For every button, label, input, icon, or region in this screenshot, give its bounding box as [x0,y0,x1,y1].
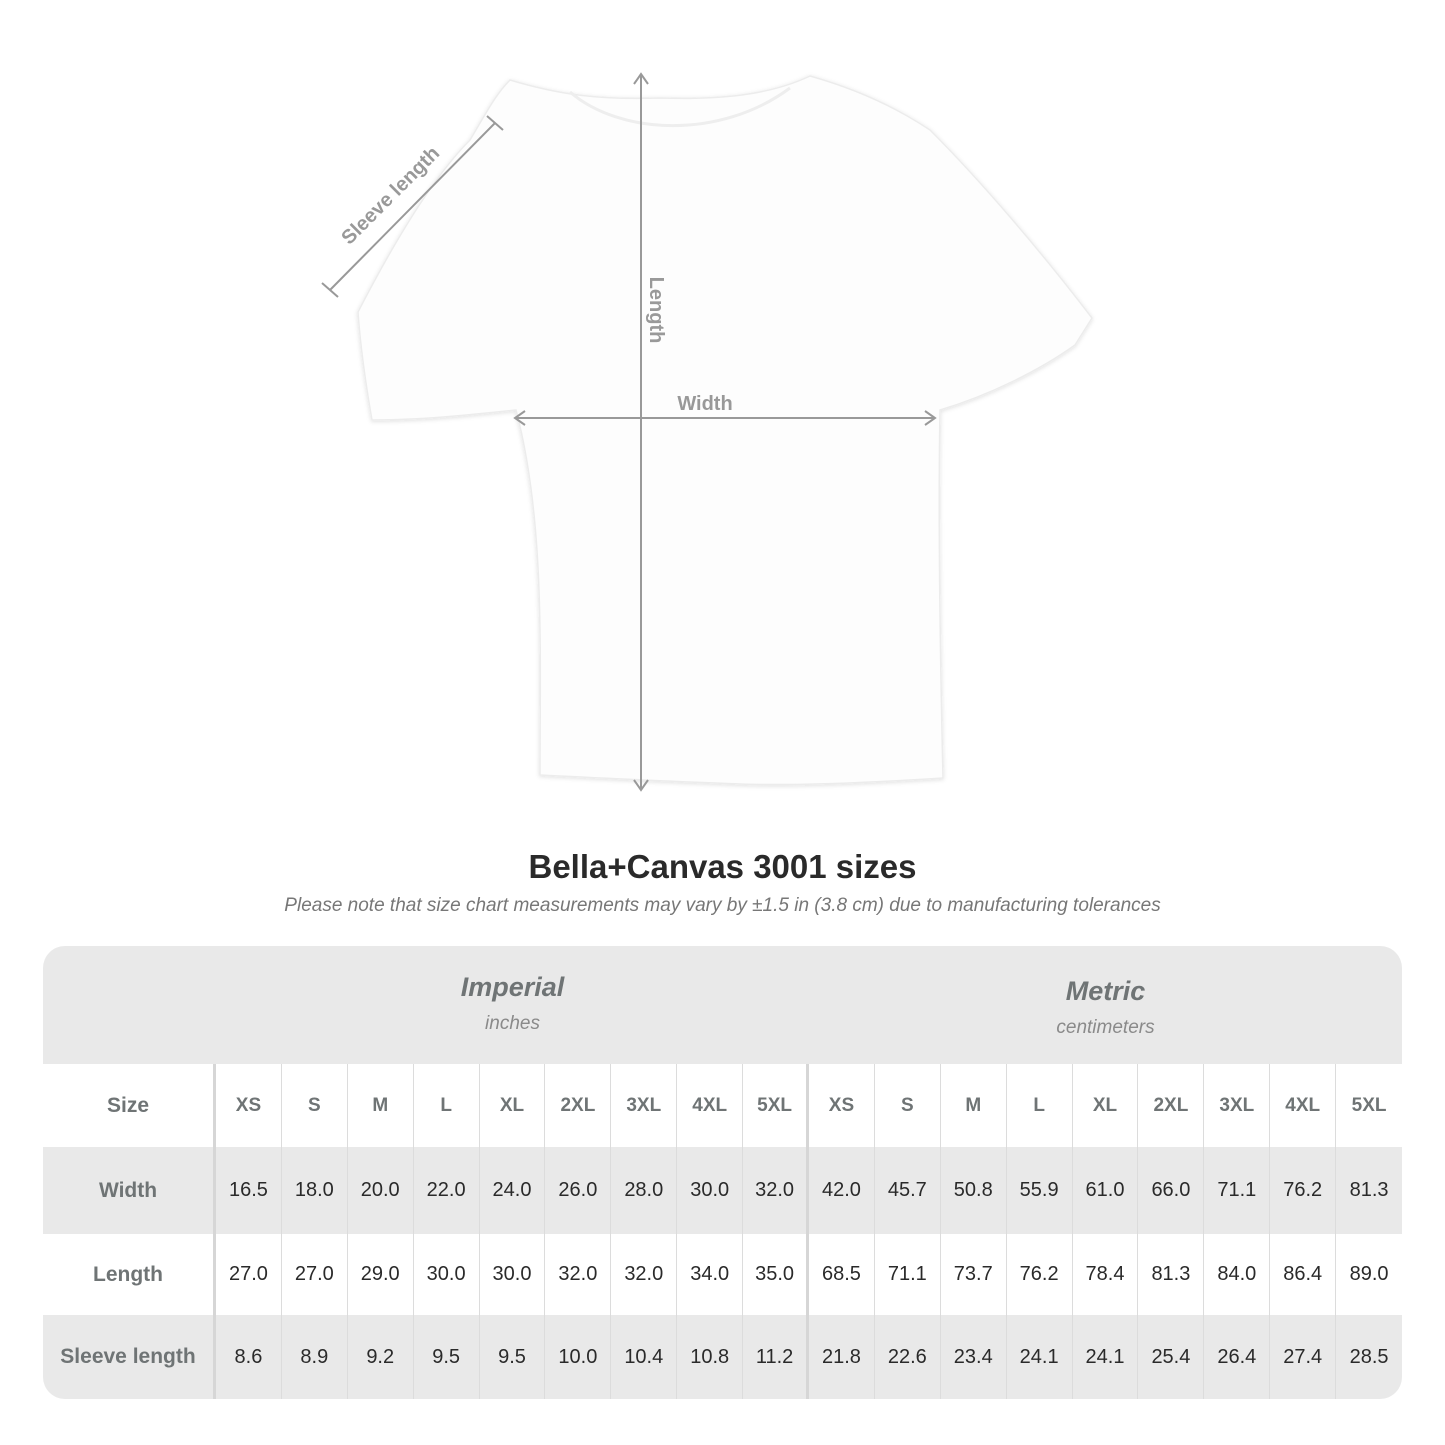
imperial-value-cell: 22.0 [414,1147,480,1234]
metric-value-cell: 61.0 [1073,1147,1139,1234]
tshirt-shape [357,75,1093,786]
row-label: Width [43,1147,216,1234]
imperial-unit: inches [485,1013,540,1034]
imperial-value-cell: 9.2 [348,1315,414,1399]
size-header-cell: L [414,1064,480,1147]
imperial-value-cell: 30.0 [480,1234,546,1315]
imperial-value-cell: 8.6 [216,1315,282,1399]
metric-value-cell: 50.8 [941,1147,1007,1234]
size-header-cell: 4XL [677,1064,744,1147]
row-label: Length [43,1234,216,1315]
size-table: Imperial inches Metric centimeters Size X… [43,946,1402,1399]
imperial-value-cell: 30.0 [677,1147,744,1234]
metric-value-cell: 86.4 [1270,1234,1337,1315]
metric-value-cell: 28.5 [1349,1345,1389,1368]
metric-unit: centimeters [1056,1017,1155,1038]
metric-value-cell: 22.6 [875,1315,941,1399]
imperial-value-cell: 32.0 [545,1234,612,1315]
metric-value-cell: 23.4 [941,1315,1007,1399]
measurement-lines [321,72,937,792]
width-label: Width [677,393,732,415]
size-header-cell: 4XL [1270,1064,1337,1147]
metric-value-cell: 89.0 [1349,1263,1389,1285]
table-row: Width 16.5 18.0 20.0 22.0 24.0 26.0 28.0 30.0 32.… [43,1147,1402,1234]
imperial-value-cell: 10.0 [545,1315,612,1399]
size-header-cell: 2XL [1138,1064,1205,1147]
imperial-value-cell: 32.0 [611,1234,678,1315]
imperial-value-cell: 26.0 [545,1147,612,1234]
row-label: Sleeve length [43,1315,216,1399]
metric-value-cell: 24.1 [1007,1315,1073,1399]
metric-value-cell: 25.4 [1138,1315,1205,1399]
metric-title: Metric [1065,976,1146,1006]
metric-value-cell: 73.7 [941,1234,1007,1315]
imperial-value-cell: 11.2 [743,1315,810,1399]
metric-value-cell: 55.9 [1007,1147,1073,1234]
metric-value-cell: 66.0 [1138,1147,1205,1234]
metric-value-cell: 21.8 [809,1315,875,1399]
size-header-cell: 2XL [545,1064,612,1147]
imperial-value-cell: 10.4 [611,1315,678,1399]
tolerance-note: Please note that size chart measurements… [284,895,1161,916]
tshirt-diagram: Sleeve length Length Width [321,72,1093,792]
metric-value-cell: 76.2 [1270,1147,1337,1234]
length-label: Length [645,277,667,344]
collar [569,86,791,128]
imperial-value-cell: 8.9 [282,1315,348,1399]
page-title: Bella+Canvas 3001 sizes [528,848,917,885]
size-header-cell: S [875,1064,941,1147]
size-header-cell: L [1007,1064,1073,1147]
size-header-cell: XL [480,1064,546,1147]
imperial-value-cell: 28.0 [611,1147,678,1234]
size-header-cell: S [282,1064,348,1147]
imperial-value-cell: 30.0 [414,1234,480,1315]
metric-value-cell: 84.0 [1204,1234,1271,1315]
imperial-value-cell: 9.5 [414,1315,480,1399]
imperial-value-cell: 20.0 [348,1147,414,1234]
imperial-value-cell: 16.5 [216,1147,282,1234]
metric-value-cell: 26.4 [1204,1315,1271,1399]
metric-value-cell: 71.1 [875,1234,941,1315]
imperial-value-cell: 29.0 [348,1234,414,1315]
size-header-cell: 5XL [1351,1094,1387,1116]
metric-value-cell: 81.3 [1349,1179,1389,1201]
size-header-cell: 3XL [1204,1064,1271,1147]
metric-value-cell: 71.1 [1204,1147,1271,1234]
imperial-header: Imperial inches [216,946,809,1064]
metric-header: Metric centimeters [809,946,1402,1064]
size-header-cell: XS [216,1064,282,1147]
imperial-value-cell: 27.0 [282,1234,348,1315]
table-row: Length 27.0 27.0 29.0 30.0 30.0 32.0 32.0 34.0 35… [43,1234,1402,1315]
metric-value-cell: 78.4 [1073,1234,1139,1315]
imperial-value-cell: 27.0 [216,1234,282,1315]
imperial-value-cell: 35.0 [743,1234,810,1315]
metric-value-cell: 68.5 [809,1234,875,1315]
size-header-cell: M [348,1064,414,1147]
metric-value-cell: 24.1 [1073,1315,1139,1399]
imperial-value-cell: 10.8 [677,1315,744,1399]
metric-value-cell: 27.4 [1270,1315,1337,1399]
size-header-cell: M [941,1064,1007,1147]
imperial-value-cell: 24.0 [480,1147,546,1234]
size-header-cell: XL [1073,1064,1139,1147]
imperial-title: Imperial [460,972,565,1002]
size-header-row: Size XS S M L XL 2XL 3XL 4XL 5XL XS S M L XL 2XL 3XL 4XL 5… [43,1064,1402,1147]
metric-value-cell: 45.7 [875,1147,941,1234]
size-header-cell: 3XL [611,1064,678,1147]
imperial-value-cell: 18.0 [282,1147,348,1234]
size-header-cell: 5XL [743,1064,810,1147]
size-header-cell: XS [809,1064,875,1147]
imperial-value-cell: 32.0 [743,1147,810,1234]
row-label: Size [43,1064,216,1147]
table-row: Sleeve length 8.6 8.9 9.2 9.5 9.5 10.0 10.4 10.8… [43,1315,1402,1399]
imperial-value-cell: 34.0 [677,1234,744,1315]
imperial-value-cell: 9.5 [480,1315,546,1399]
metric-value-cell: 42.0 [809,1147,875,1234]
metric-value-cell: 76.2 [1007,1234,1073,1315]
metric-value-cell: 81.3 [1138,1234,1205,1315]
